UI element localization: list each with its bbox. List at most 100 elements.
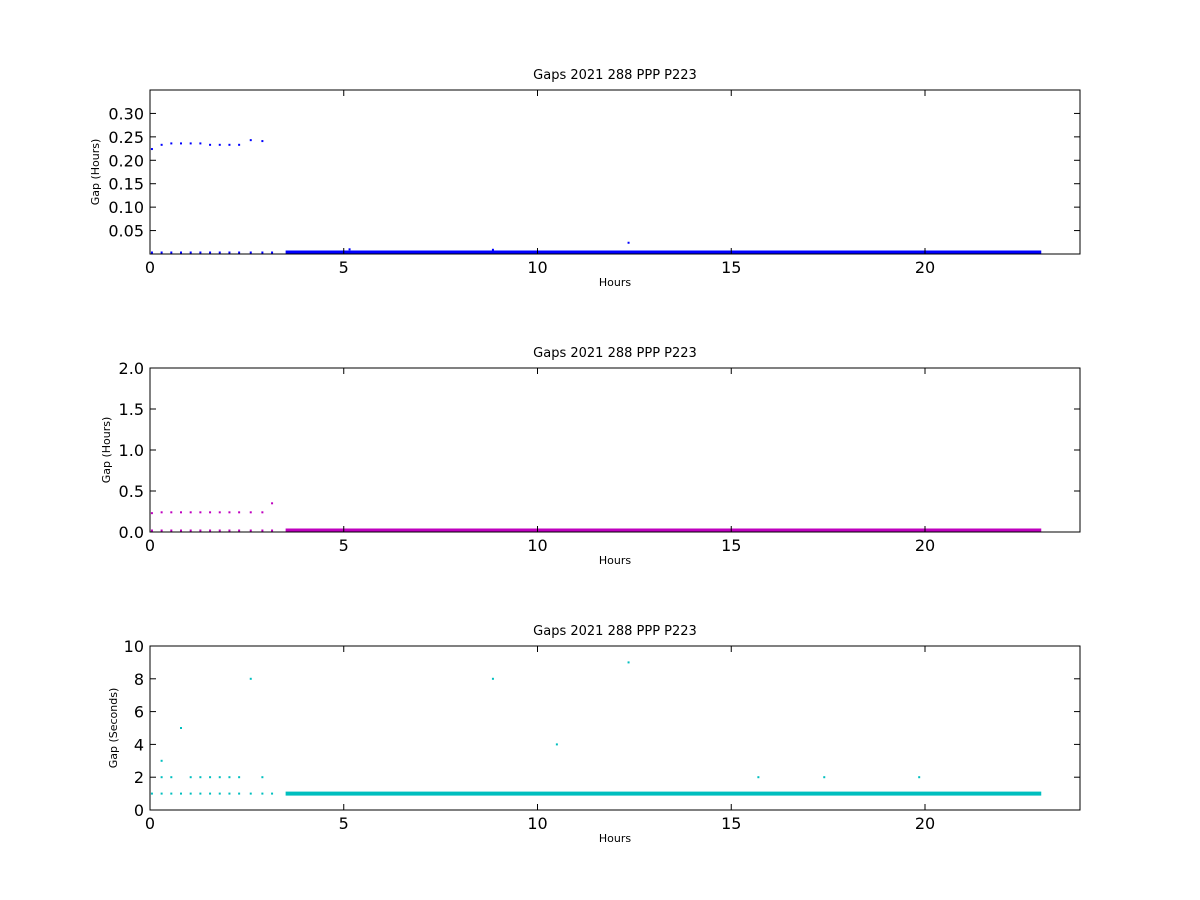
data-point (160, 251, 163, 254)
data-point (261, 251, 264, 254)
data-point (271, 502, 274, 505)
x-tick-label: 0 (145, 258, 155, 277)
x-tick-label: 0 (145, 536, 155, 555)
data-point (1026, 250, 1029, 253)
data-point (180, 727, 182, 729)
dense-band (285, 791, 1042, 796)
x-tick-label: 0 (145, 814, 155, 833)
data-point (189, 792, 192, 795)
data-point (189, 251, 192, 254)
data-point (199, 792, 202, 795)
data-point (199, 776, 202, 779)
data-point (199, 142, 202, 145)
data-point (189, 776, 192, 779)
data-point (170, 251, 173, 254)
data-point (209, 511, 212, 514)
data-point (180, 511, 182, 514)
x-axis-label: Hours (599, 554, 631, 567)
data-point (491, 677, 494, 680)
chart-panel-3: 0 5 10 15 20 0 2 4 6 8 10 Gaps 2021 288 PPP P223 Hou… (107, 624, 1081, 845)
data-point (189, 529, 192, 532)
y-tick-label: 0.0 (119, 523, 144, 542)
data-point (228, 143, 231, 146)
data-point (180, 142, 182, 145)
data-point (238, 529, 241, 532)
data-point (261, 140, 264, 143)
data-point (150, 792, 153, 795)
y-tick-label: 4 (134, 735, 144, 754)
data-point (238, 792, 241, 795)
y-axis-label: Gap (Hours) (89, 139, 102, 206)
y-tick-label: 6 (134, 703, 144, 722)
data-point (160, 776, 163, 779)
dense-band (285, 250, 1042, 255)
x-tick-label: 15 (721, 536, 741, 555)
data-point (189, 142, 192, 145)
data-point (180, 792, 182, 795)
data-point (238, 251, 241, 254)
data-point (218, 511, 221, 514)
data-point (218, 529, 221, 532)
data-point (757, 776, 760, 779)
data-point (170, 776, 173, 779)
x-tick-label: 5 (339, 814, 349, 833)
y-tick-label: 2.0 (119, 359, 144, 378)
data-point (823, 776, 826, 779)
data-point (627, 661, 630, 664)
data-point (348, 248, 351, 251)
data-point (209, 792, 212, 795)
data-point (150, 512, 153, 515)
data-point (271, 792, 274, 795)
data-point (160, 759, 163, 762)
y-tick-label: 2 (134, 768, 144, 787)
data-point (271, 529, 274, 532)
x-tick-label: 20 (915, 258, 935, 277)
data-point (249, 677, 252, 680)
data-point (209, 776, 212, 779)
data-point (150, 148, 153, 151)
data-point (209, 529, 212, 532)
data-point (209, 143, 212, 146)
y-tick-label: 0.30 (108, 104, 144, 123)
data-point (271, 251, 274, 254)
data-point (228, 511, 231, 514)
data-point (238, 776, 241, 779)
x-tick-label: 20 (915, 536, 935, 555)
chart-panel-2: 0 5 10 15 20 0.0 0.5 1.0 1.5 2.0 Gaps 2021 288 PPP… (100, 346, 1081, 567)
data-point (228, 776, 231, 779)
x-tick-label: 20 (915, 814, 935, 833)
data-point (150, 529, 153, 532)
data-point (228, 251, 231, 254)
data-point (199, 511, 202, 514)
data-point (180, 251, 182, 254)
y-tick-label: 0.5 (119, 482, 144, 501)
data-point (249, 511, 252, 514)
data-point (170, 792, 173, 795)
data-point (238, 143, 241, 146)
data-point (189, 511, 192, 514)
x-tick-label: 10 (527, 814, 547, 833)
data-point (180, 529, 182, 532)
data-point (228, 792, 231, 795)
chart-title: Gaps 2021 288 PPP P223 (533, 624, 697, 639)
data-point (218, 776, 221, 779)
data-point (249, 792, 252, 795)
axes-frame (149, 367, 1081, 533)
data-point (249, 529, 252, 532)
y-tick-label: 0 (134, 801, 144, 820)
y-tick-label: 0.15 (108, 175, 144, 194)
chart-panel-1: 0 5 10 15 20 0.05 0.10 0.15 0.20 0.25 0.30 Gaps 202… (89, 68, 1081, 289)
data-point (218, 143, 221, 146)
chart-title: Gaps 2021 288 PPP P223 (533, 346, 697, 361)
data-point (218, 792, 221, 795)
data-point (160, 792, 163, 795)
x-axis-label: Hours (599, 832, 631, 845)
data-point (627, 528, 630, 531)
chart-title: Gaps 2021 288 PPP P223 (533, 68, 697, 83)
data-point (261, 776, 264, 779)
y-tick-label: 0.25 (108, 128, 144, 147)
x-tick-label: 15 (721, 258, 741, 277)
y-tick-label: 1.5 (119, 400, 144, 419)
y-tick-label: 10 (124, 637, 144, 656)
